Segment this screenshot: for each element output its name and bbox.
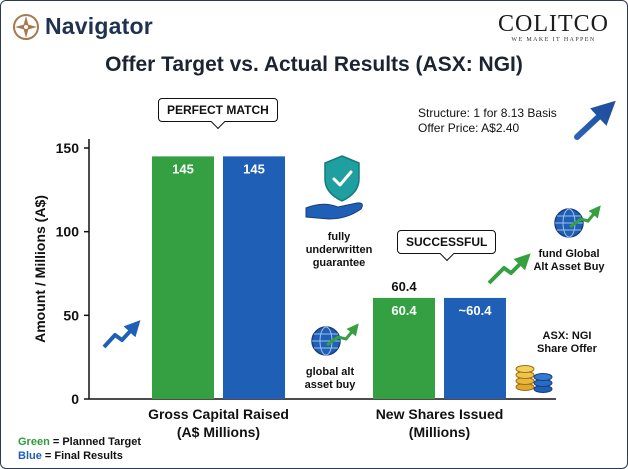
compass-logo-icon — [13, 13, 39, 40]
legend-item-final: Blue = Final Results — [18, 450, 123, 462]
bar-value-label: 145 — [243, 161, 265, 176]
globe-arrow-icon — [311, 323, 359, 356]
offer-info: Structure: 1 for 8.13 Basis Offer Price:… — [418, 106, 557, 136]
category-label: (A$ Millions) — [177, 424, 260, 440]
bar-final-1 — [444, 297, 506, 399]
navigator-brand: Navigator — [13, 13, 153, 40]
trend-arrow-icon — [487, 253, 531, 285]
global-alt-note: global alt asset buy — [304, 366, 356, 391]
category-labels: Gross Capital Raised (A$ Millions) New Sha… — [148, 406, 503, 440]
y-tick-label: 100 — [56, 224, 80, 240]
underwritten-note: fully underwritten guarantee — [305, 231, 373, 269]
fund-global-note: fund Global Alt Asset Buy — [533, 248, 605, 273]
perfect-match-callout: PERFECT MATCH — [158, 98, 278, 122]
bar-value-label: ~60.4 — [459, 303, 493, 318]
bar-planned-1 — [373, 297, 435, 399]
bar-value-label: 145 — [172, 161, 194, 176]
y-ticks: 0 50 100 150 — [56, 140, 89, 407]
structure-text: Structure: 1 for 8.13 Basis — [418, 106, 557, 120]
y-axis-label: Amount / Millions (A$) — [32, 195, 48, 343]
globe-arrow-icon — [554, 205, 601, 238]
shield-hand-icon — [305, 155, 363, 220]
category-label: New Shares Issued — [376, 406, 504, 422]
legend-item-planned: Green = Planned Target — [18, 436, 141, 448]
coin-stack-icon — [515, 365, 553, 393]
legend: Green = Planned Target Blue = Final Resu… — [18, 435, 141, 463]
y-tick-label: 50 — [63, 307, 79, 323]
successful-callout: SUCCESSFUL — [397, 230, 497, 254]
bar-planned-0 — [152, 156, 214, 399]
trend-arrow-icon — [574, 100, 616, 140]
trend-arrow-icon — [102, 320, 141, 349]
colitco-tagline: WE MAKE IT HAPPEN — [511, 37, 596, 43]
colitco-name: COLITCO — [498, 11, 609, 37]
asx-offer-note: ASX: NGI Share Offer — [537, 330, 597, 355]
brand-name: Navigator — [45, 13, 153, 39]
bars: 145 60.4 145 ~60.4 60.4 — [152, 156, 506, 399]
y-tick-label: 150 — [56, 140, 80, 156]
above-bar-label: 60.4 — [391, 279, 417, 294]
offer-price-text: Offer Price: A$2.40 — [418, 121, 520, 135]
y-tick-label: 0 — [71, 391, 79, 407]
chart-title: Offer Target vs. Actual Results (ASX: NG… — [105, 53, 523, 76]
colitco-logo: COLITCO WE MAKE IT HAPPEN — [498, 11, 609, 43]
bar-value-label: 60.4 — [391, 303, 417, 318]
category-label: Gross Capital Raised — [148, 406, 289, 422]
bar-final-0 — [223, 156, 285, 399]
category-label: (Millions) — [409, 424, 470, 440]
